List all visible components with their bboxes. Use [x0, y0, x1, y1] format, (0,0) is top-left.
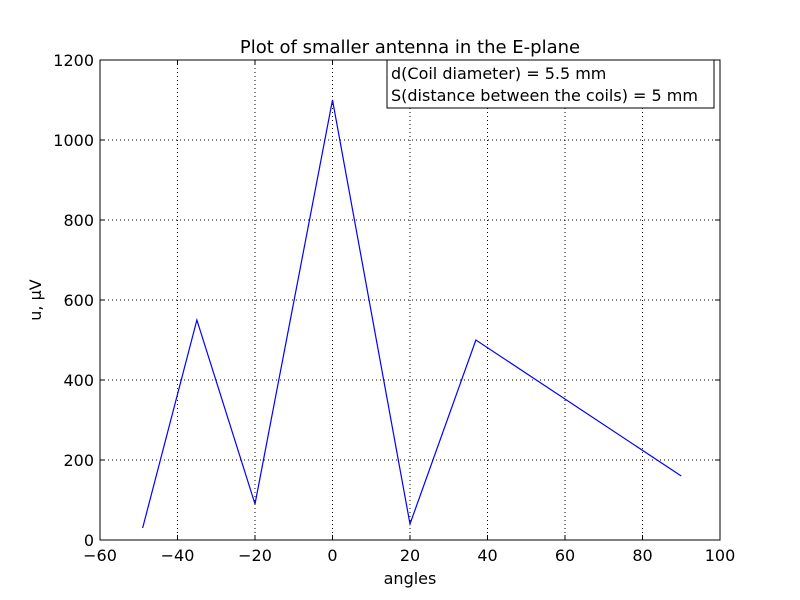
y-axis-label: u, µV	[26, 279, 45, 320]
y-tick-label: 1000	[53, 131, 94, 150]
annotation-line-coil-distance: S(distance between the coils) = 5 mm	[391, 86, 698, 105]
annotation-line-coil-diameter: d(Coil diameter) = 5.5 mm	[391, 64, 606, 83]
y-tick-label: 400	[63, 371, 94, 390]
annotation-box: d(Coil diameter) = 5.5 mm S(distance bet…	[386, 59, 715, 109]
series-line	[142, 99, 682, 529]
x-axis-label: angles	[384, 569, 437, 588]
grid-lines	[100, 60, 720, 540]
x-tick-label: 0	[327, 546, 337, 565]
y-tick-labels: 0 200 400 600 800 1000 1200	[53, 51, 94, 550]
y-tick-label: 0	[84, 531, 94, 550]
x-tick-label: 80	[632, 546, 652, 565]
y-tick-label: 800	[63, 211, 94, 230]
y-tick-label: 1200	[53, 51, 94, 70]
x-tick-label: −40	[161, 546, 195, 565]
x-tick-label: −60	[83, 546, 117, 565]
x-tick-label: 100	[705, 546, 736, 565]
series-layer	[142, 99, 682, 529]
annotation-box-frame	[386, 59, 715, 109]
x-tick-label: −20	[238, 546, 272, 565]
chart-title: Plot of smaller antenna in the E-plane	[240, 37, 580, 58]
y-tick-label: 200	[63, 451, 94, 470]
x-tick-label: 60	[555, 546, 575, 565]
x-tick-labels: −60 −40 −20 0 20 40 60 80 100	[83, 546, 735, 565]
x-tick-label: 40	[477, 546, 497, 565]
tick-marks	[99, 59, 721, 541]
y-tick-label: 600	[63, 291, 94, 310]
x-tick-label: 20	[400, 546, 420, 565]
